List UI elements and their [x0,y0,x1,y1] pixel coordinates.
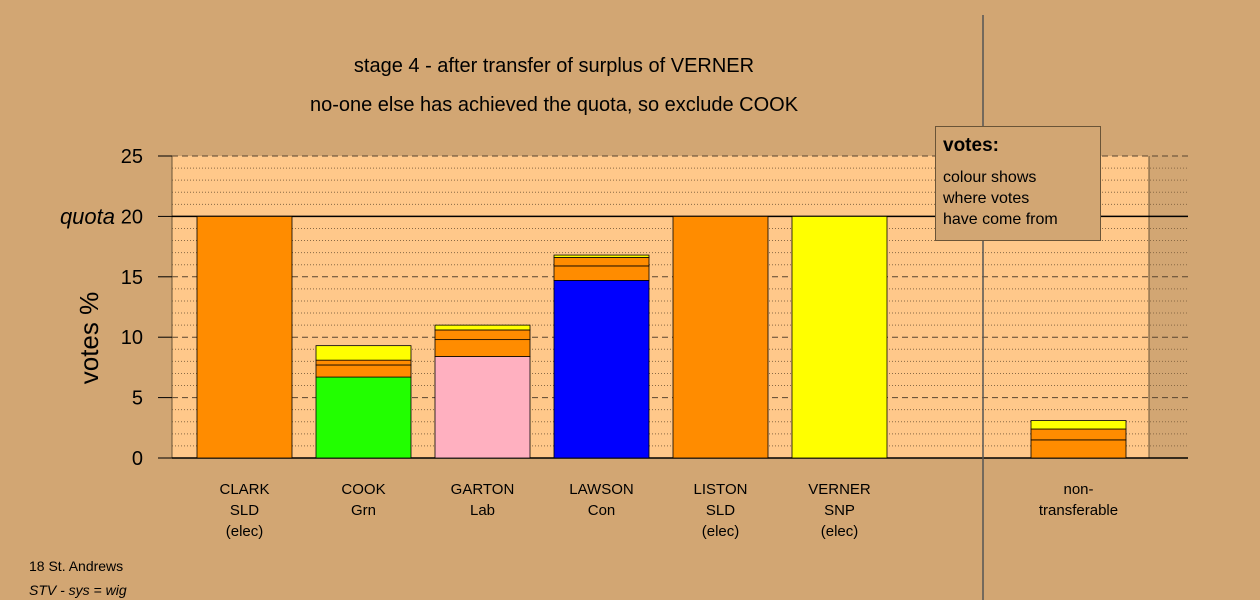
bar-segment-garton [434,339,531,357]
x-tick-label: SNP [824,502,855,519]
x-tick-label: VERNER [808,481,871,498]
bar-segment-cook [315,345,412,361]
bar-segment-clark [196,215,293,459]
legend-title: votes: [943,135,999,156]
y-tick-label: 15 [121,267,143,289]
x-tick-label: SLD [230,502,259,519]
y-tick-label: 10 [121,327,143,349]
y-tick-label: 20 [121,206,143,228]
x-tick-label: COOK [341,481,385,498]
x-tick-label: transferable [1039,502,1118,519]
labels: CLARK SLD (elec) COOK Grn GARTON Lab LAWSON Con L… [219,481,1118,540]
bar-segment-nontransferable [1030,420,1127,430]
legend-line: have come from [943,211,1058,228]
bar-segment-verner [791,215,888,459]
quota-label: quota [60,204,115,229]
x-tick-label: CLARK [219,481,269,498]
bar-segment-garton [434,356,531,459]
legend: votes: colour shows where votes have com… [935,126,1101,241]
y-tick-label: 5 [132,388,143,410]
axes: 0 5 10 15 20 25 [121,15,1188,600]
y-tick-label: 0 [132,448,143,470]
y-tick-label: 25 [121,146,143,168]
x-tick-label: (elec) [226,523,264,540]
chart-title-line2: no-one else has achieved the quota, so e… [310,94,799,116]
legend-line: colour shows [943,169,1037,186]
bar-segment-lawson [553,265,650,281]
bars [196,215,1127,459]
bar-segment-liston [672,215,769,459]
x-tick-label: Con [588,502,616,519]
x-tick-label: SLD [706,502,735,519]
y-axis-label: votes % [74,292,104,385]
x-tick-label: Lab [470,502,495,519]
bar-segment-garton [434,324,531,331]
x-tick-label: (elec) [821,523,859,540]
bar-segment-lawson [553,254,650,258]
x-tick-label: Grn [351,502,376,519]
bar-segment-lawson [553,280,650,459]
x-tick-label: LAWSON [569,481,633,498]
chart-title-line1: stage 4 - after transfer of surplus of V… [354,55,754,77]
bar-segment-lawson [553,257,650,267]
x-tick-label: (elec) [702,523,740,540]
bar-segment-cook [315,359,412,366]
x-tick-label: GARTON [451,481,515,498]
bar-segment-cook [315,376,412,459]
bar-segment-nontransferable [1030,439,1127,459]
x-tick-label: non- [1063,481,1093,498]
bar-segment-cook [315,364,412,378]
legend-line: where votes [943,190,1030,207]
footer-constituency: 18 St. Andrews [29,558,124,574]
bar-segment-garton [434,329,531,341]
footer-system: STV - sys = wig [29,582,127,598]
bar-segment-nontransferable [1030,428,1127,441]
x-tick-label: LISTON [694,481,748,498]
